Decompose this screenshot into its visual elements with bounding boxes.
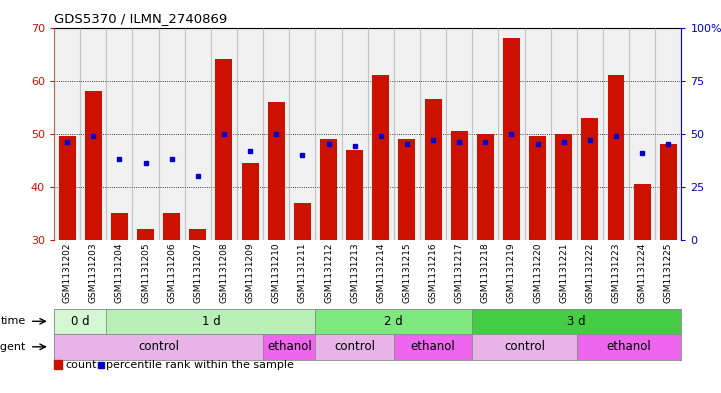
Text: ethanol: ethanol [606, 340, 652, 353]
Text: GDS5370 / ILMN_2740869: GDS5370 / ILMN_2740869 [54, 12, 227, 25]
Bar [111, 213, 128, 240]
Bar [394, 28, 420, 240]
Bar [368, 28, 394, 240]
Bar [216, 59, 232, 240]
Bar [267, 102, 285, 240]
Bar [603, 28, 629, 240]
Bar [577, 28, 603, 240]
Text: ethanol: ethanol [267, 340, 311, 353]
Bar [399, 139, 415, 240]
Bar [190, 229, 206, 240]
Text: 2 d: 2 d [384, 315, 403, 328]
Bar [477, 134, 494, 240]
Bar [85, 91, 102, 240]
Bar [529, 136, 546, 240]
Bar [581, 118, 598, 240]
Bar [498, 28, 524, 240]
Bar [80, 28, 107, 240]
Bar [551, 28, 577, 240]
Bar [185, 28, 211, 240]
Bar [655, 28, 681, 240]
Bar [420, 28, 446, 240]
Bar [608, 75, 624, 240]
Bar [503, 38, 520, 240]
Text: time: time [1, 316, 26, 326]
Bar [137, 229, 154, 240]
Bar [242, 163, 259, 240]
Text: control: control [138, 340, 179, 353]
Bar [163, 213, 180, 240]
Bar [555, 134, 572, 240]
Text: percentile rank within the sample: percentile rank within the sample [107, 360, 294, 370]
Bar [211, 28, 237, 240]
Bar [372, 75, 389, 240]
Text: 0 d: 0 d [71, 315, 89, 328]
Bar [54, 28, 80, 240]
Bar [629, 28, 655, 240]
Bar [54, 360, 62, 369]
Bar [660, 144, 677, 240]
Bar [58, 136, 76, 240]
Bar [315, 28, 342, 240]
Bar [320, 139, 337, 240]
Text: 1 d: 1 d [201, 315, 221, 328]
Text: control: control [504, 340, 545, 353]
Bar [524, 28, 551, 240]
Bar [634, 184, 650, 240]
Bar [472, 28, 498, 240]
Bar [289, 28, 316, 240]
Text: agent: agent [0, 342, 26, 352]
Text: 3 d: 3 d [567, 315, 586, 328]
Bar [451, 131, 468, 240]
Bar [342, 28, 368, 240]
Bar [133, 28, 159, 240]
Bar [107, 28, 133, 240]
Bar [263, 28, 289, 240]
Bar [237, 28, 263, 240]
Bar [159, 28, 185, 240]
Bar [446, 28, 472, 240]
Bar [425, 99, 441, 240]
Text: ethanol: ethanol [411, 340, 456, 353]
Text: control: control [334, 340, 375, 353]
Bar [346, 149, 363, 240]
Text: count: count [66, 360, 97, 370]
Bar [294, 202, 311, 240]
